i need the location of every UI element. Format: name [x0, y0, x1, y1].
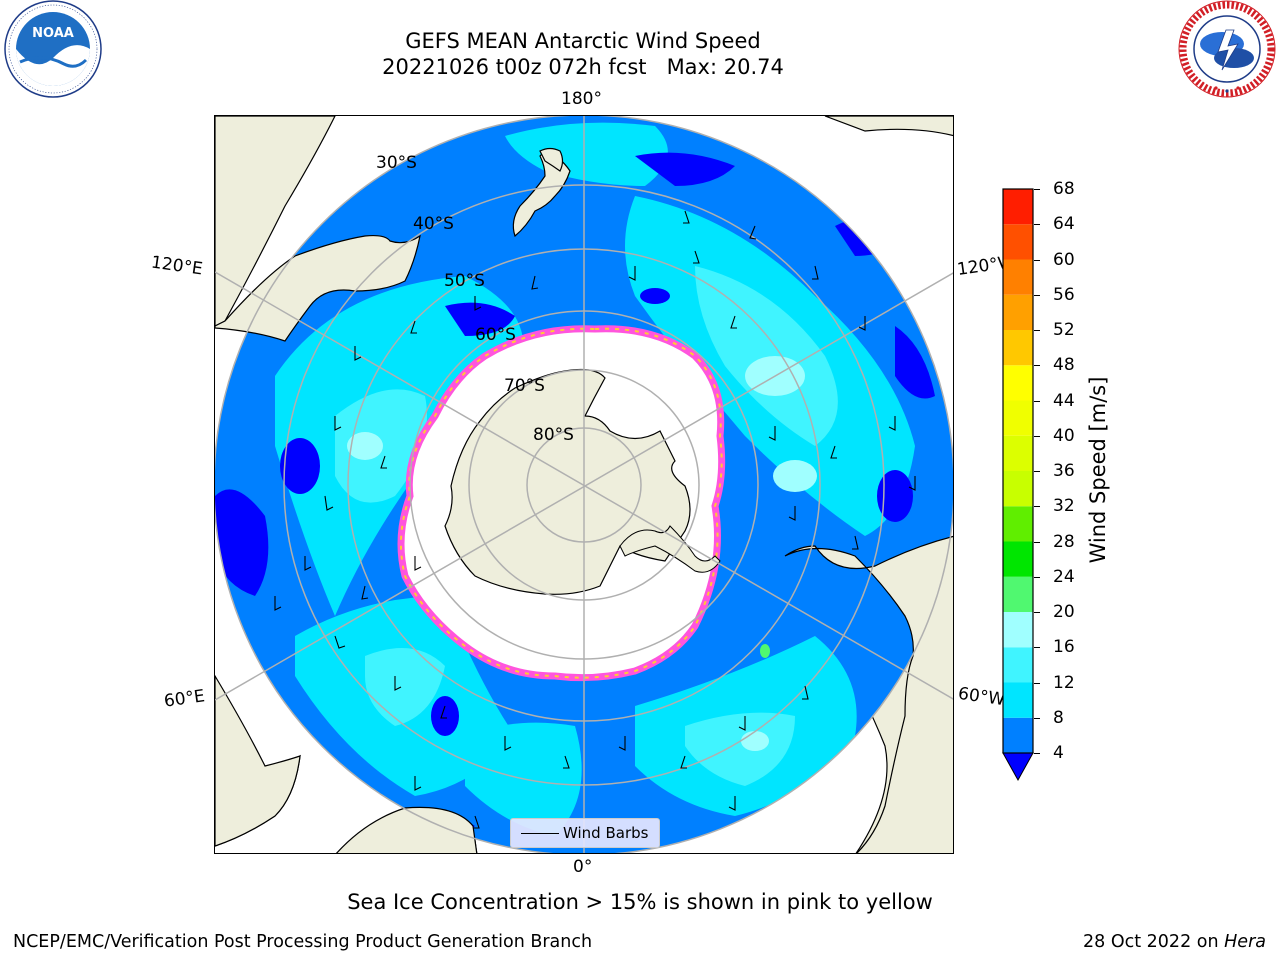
colorbar-bin-14 [1003, 224, 1033, 260]
colorbar-tick-60: 60 [1053, 249, 1075, 270]
meridian-label-60e: 60°E [162, 686, 207, 712]
legend: Wind Barbs [510, 818, 660, 848]
colorbar-bin-11 [1003, 330, 1033, 366]
footer-system: Hera [1224, 932, 1266, 952]
colorbar-bin-10 [1003, 365, 1033, 401]
wind-barbs [274, 210, 916, 829]
lat-label-50s: 50°S [444, 271, 485, 291]
meridian-label-60w: 60°W [956, 683, 1007, 711]
colorbar-bin-0 [1003, 717, 1033, 753]
colorbar-tick-28: 28 [1053, 531, 1075, 552]
antarctic-peninsula [619, 525, 721, 573]
meridian-label-0: 0° [573, 857, 593, 877]
colorbar-bin-15 [1003, 189, 1033, 225]
colorbar-tick-mark [1034, 294, 1040, 296]
colorbar-tick-52: 52 [1053, 320, 1075, 340]
colorbar-tick-48: 48 [1053, 355, 1075, 376]
colorbar-tick-mark [1034, 647, 1040, 649]
colorbar-tick-mark [1034, 753, 1040, 754]
nws-logo [1178, 0, 1276, 98]
sea-ice-caption: Sea Ice Concentration > 15% is shown in … [347, 890, 933, 914]
colorbar-bin-12 [1003, 294, 1033, 330]
colorbar-tick-mark [1034, 576, 1040, 578]
meridian-label-180: 180° [561, 89, 602, 109]
wind-field-20-24 [760, 644, 770, 658]
colorbar-bin-5 [1003, 541, 1033, 577]
colorbar-title: Wind Speed [m/s] [1086, 376, 1110, 564]
colorbar-bin-2 [1003, 647, 1033, 683]
colorbar-tick-mark [1034, 259, 1040, 261]
colorbar-tick-12: 12 [1053, 672, 1075, 693]
lat-label-40s: 40°S [413, 214, 454, 234]
wind-field-16-20 [347, 356, 817, 751]
lat-label-30s: 30°S [376, 153, 417, 173]
colorbar-tick-mark [1034, 400, 1040, 402]
legend-label: Wind Barbs [563, 824, 649, 842]
colorbar-bin-13 [1003, 259, 1033, 295]
noaa-logo: NOAA [4, 0, 102, 98]
colorbar-tick-mark [1034, 612, 1040, 613]
colorbar-tick-mark [1034, 541, 1040, 543]
colorbar-tick-16: 16 [1053, 637, 1075, 658]
colorbar-tick-mark [1034, 506, 1040, 508]
colorbar-bin-4 [1003, 576, 1033, 612]
footer-org: NCEP/EMC/Verification Post Processing Pr… [13, 932, 593, 952]
chart-subtitle: 20221026 t00z 072h fcst Max: 20.74 [382, 55, 784, 79]
colorbar-bin-7 [1003, 471, 1033, 507]
colorbar-bin-8 [1003, 435, 1033, 471]
colorbar-tick-mark [1034, 330, 1040, 331]
colorbar-tick-56: 56 [1053, 284, 1075, 305]
colorbar-tick-68: 68 [1053, 179, 1075, 199]
meridian-label-120e: 120°E [149, 252, 204, 280]
colorbar-bin-9 [1003, 400, 1033, 436]
colorbar-bin-6 [1003, 506, 1033, 542]
sea-ice-edge [400, 327, 723, 679]
lat-label-80s: 80°S [533, 425, 574, 445]
meridian-lines [215, 116, 953, 853]
colorbar-bin-3 [1003, 612, 1033, 648]
colorbar [1002, 188, 1034, 782]
colorbar-tick-8: 8 [1053, 707, 1064, 728]
svg-text:NOAA: NOAA [32, 26, 74, 41]
colorbar-tick-36: 36 [1053, 461, 1075, 481]
legend-line-swatch [521, 833, 559, 834]
lat-label-70s: 70°S [504, 376, 545, 396]
colorbar-tick-32: 32 [1053, 496, 1075, 517]
colorbar-tick-mark [1034, 435, 1040, 437]
colorbar-tick-24: 24 [1053, 566, 1075, 587]
polar-map: 30°S 40°S 50°S 60°S 70°S 80°S Wind Barbs [214, 115, 954, 854]
colorbar-tick-44: 44 [1053, 390, 1075, 411]
colorbar-tick-40: 40 [1053, 425, 1075, 446]
colorbar-tick-mark [1034, 717, 1040, 719]
footer-date-text: 28 Oct 2022 on [1083, 932, 1225, 952]
colorbar-tick-mark [1034, 682, 1040, 684]
colorbar-tick-mark [1034, 365, 1040, 367]
colorbar-tick-4: 4 [1053, 743, 1064, 763]
colorbar-tick-mark [1034, 189, 1040, 190]
colorbar-tick-20: 20 [1053, 602, 1075, 622]
colorbar-tick-mark [1034, 471, 1040, 472]
continents-in-disk [215, 147, 953, 853]
lat-label-60s: 60°S [475, 325, 516, 345]
colorbar-tick-64: 64 [1053, 214, 1075, 235]
colorbar-tick-mark [1034, 224, 1040, 226]
footer-date: 28 Oct 2022 on Hera [1083, 932, 1266, 952]
chart-title: GEFS MEAN Antarctic Wind Speed [405, 29, 761, 53]
colorbar-bin-1 [1003, 682, 1033, 718]
